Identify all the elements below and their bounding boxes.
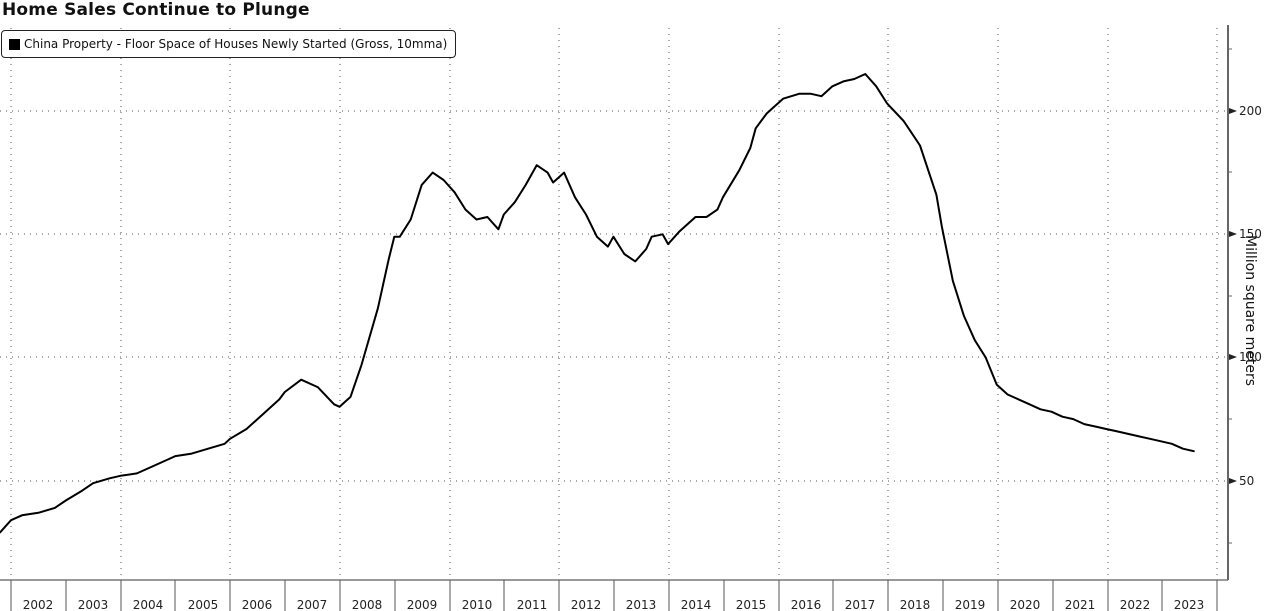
- legend: China Property - Floor Space of Houses N…: [1, 30, 457, 58]
- svg-text:2006: 2006: [242, 598, 273, 611]
- svg-text:2010: 2010: [462, 598, 493, 611]
- svg-text:2004: 2004: [133, 598, 164, 611]
- legend-label: China Property - Floor Space of Houses N…: [24, 37, 448, 51]
- data-line: [0, 73, 1195, 534]
- y-tick-markers: [1229, 108, 1237, 484]
- gridlines: [0, 28, 1226, 580]
- svg-text:2008: 2008: [352, 598, 383, 611]
- svg-text:2018: 2018: [900, 598, 931, 611]
- y-tick-50: 50: [1239, 474, 1254, 488]
- svg-text:2022: 2022: [1120, 598, 1151, 611]
- svg-text:2002: 2002: [23, 598, 54, 611]
- svg-text:2023: 2023: [1174, 598, 1205, 611]
- svg-text:2014: 2014: [681, 598, 712, 611]
- svg-text:2003: 2003: [78, 598, 109, 611]
- svg-text:2021: 2021: [1065, 598, 1096, 611]
- legend-swatch-icon: [9, 38, 20, 50]
- svg-text:2009: 2009: [407, 598, 438, 611]
- svg-text:2012: 2012: [571, 598, 602, 611]
- chart-title: Home Sales Continue to Plunge: [2, 0, 310, 20]
- svg-text:2007: 2007: [297, 598, 328, 611]
- svg-text:2005: 2005: [188, 598, 219, 611]
- svg-text:2011: 2011: [517, 598, 548, 611]
- svg-text:2019: 2019: [955, 598, 986, 611]
- y-tick-150: 150: [1239, 227, 1262, 241]
- y-tick-labels: 200 150 100 50: [1239, 104, 1262, 488]
- y-axis: [1227, 25, 1232, 580]
- svg-text:2020: 2020: [1010, 598, 1041, 611]
- y-tick-100: 100: [1239, 350, 1262, 364]
- x-tick-labels: 2002 2003 2004 2005 2006 2007 2008 2009 …: [23, 598, 1205, 611]
- svg-text:2016: 2016: [791, 598, 822, 611]
- svg-text:2013: 2013: [626, 598, 657, 611]
- svg-text:2017: 2017: [845, 598, 876, 611]
- y-axis-label: Million square meters: [1242, 235, 1258, 387]
- x-year-separators: [10, 580, 1218, 611]
- y-tick-200: 200: [1239, 104, 1262, 118]
- svg-text:2015: 2015: [736, 598, 767, 611]
